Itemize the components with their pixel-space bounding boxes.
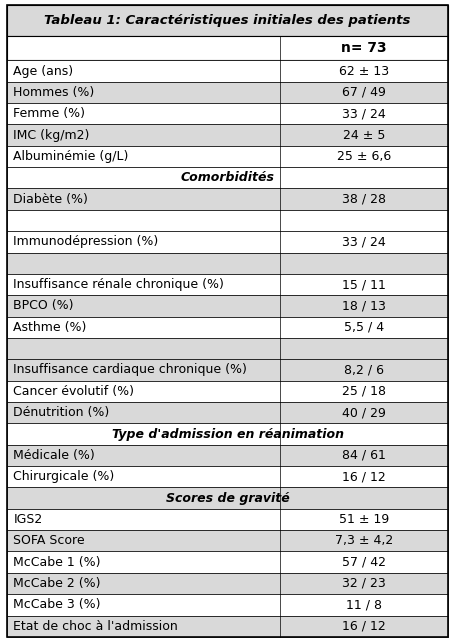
Bar: [7, 189, 448, 210]
Bar: [7, 60, 448, 82]
Bar: [7, 5, 448, 36]
Bar: [7, 82, 448, 103]
Text: 16 / 12: 16 / 12: [343, 470, 386, 483]
Text: McCabe 2 (%): McCabe 2 (%): [14, 577, 101, 590]
Text: Insuffisance cardiaque chronique (%): Insuffisance cardiaque chronique (%): [14, 363, 248, 376]
Bar: [7, 423, 448, 445]
Text: Médicale (%): Médicale (%): [14, 449, 95, 462]
Bar: [7, 274, 448, 295]
Text: 33 / 24: 33 / 24: [343, 107, 386, 120]
Bar: [7, 402, 448, 423]
Text: 24 ± 5: 24 ± 5: [343, 128, 385, 142]
Text: IMC (kg/m2): IMC (kg/m2): [14, 128, 90, 142]
Text: Comorbidités: Comorbidités: [181, 171, 274, 184]
Bar: [7, 616, 448, 637]
Text: Dénutrition (%): Dénutrition (%): [14, 406, 110, 419]
Text: 16 / 12: 16 / 12: [343, 620, 386, 632]
Text: SOFA Score: SOFA Score: [14, 534, 85, 547]
Text: 38 / 28: 38 / 28: [342, 193, 386, 205]
Text: n= 73: n= 73: [341, 41, 387, 55]
Text: Tableau 1: Caractéristiques initiales des patients: Tableau 1: Caractéristiques initiales de…: [44, 14, 411, 27]
Text: Chirurgicale (%): Chirurgicale (%): [14, 470, 115, 483]
Text: Hommes (%): Hommes (%): [14, 86, 95, 99]
Text: IGS2: IGS2: [14, 513, 43, 526]
Bar: [7, 466, 448, 487]
Bar: [7, 338, 448, 360]
Text: 7,3 ± 4,2: 7,3 ± 4,2: [335, 534, 394, 547]
Bar: [7, 594, 448, 616]
Text: Albuminémie (g/L): Albuminémie (g/L): [14, 150, 129, 163]
Text: McCabe 3 (%): McCabe 3 (%): [14, 598, 101, 611]
Bar: [7, 125, 448, 146]
Text: 62 ± 13: 62 ± 13: [339, 65, 389, 78]
Bar: [7, 530, 448, 551]
Text: BPCO (%): BPCO (%): [14, 299, 74, 313]
Bar: [7, 381, 448, 402]
Text: Insuffisance rénale chronique (%): Insuffisance rénale chronique (%): [14, 278, 224, 291]
Bar: [7, 508, 448, 530]
Text: Age (ans): Age (ans): [14, 65, 74, 78]
Text: 33 / 24: 33 / 24: [343, 236, 386, 248]
Text: 5,5 / 4: 5,5 / 4: [344, 321, 384, 334]
Bar: [7, 487, 448, 508]
Text: 25 ± 6,6: 25 ± 6,6: [337, 150, 391, 163]
Text: Asthme (%): Asthme (%): [14, 321, 87, 334]
Text: 15 / 11: 15 / 11: [342, 278, 386, 291]
Text: 57 / 42: 57 / 42: [342, 555, 386, 569]
Text: 25 / 18: 25 / 18: [342, 385, 386, 398]
Text: Femme (%): Femme (%): [14, 107, 86, 120]
Bar: [7, 36, 448, 60]
Bar: [7, 295, 448, 317]
Text: Immunodépression (%): Immunodépression (%): [14, 236, 159, 248]
Text: Cancer évolutif (%): Cancer évolutif (%): [14, 385, 135, 398]
Text: 67 / 49: 67 / 49: [342, 86, 386, 99]
Bar: [7, 360, 448, 381]
Text: Diabète (%): Diabète (%): [14, 193, 88, 205]
Text: 11 / 8: 11 / 8: [346, 598, 382, 611]
Bar: [7, 551, 448, 573]
Bar: [7, 210, 448, 231]
Bar: [7, 167, 448, 189]
Bar: [7, 573, 448, 594]
Text: 84 / 61: 84 / 61: [342, 449, 386, 462]
Text: 51 ± 19: 51 ± 19: [339, 513, 389, 526]
Text: 32 / 23: 32 / 23: [343, 577, 386, 590]
Text: 40 / 29: 40 / 29: [342, 406, 386, 419]
Bar: [7, 146, 448, 167]
Bar: [7, 445, 448, 466]
Bar: [7, 103, 448, 125]
Text: Type d'admission en réanimation: Type d'admission en réanimation: [111, 428, 344, 440]
Text: 8,2 / 6: 8,2 / 6: [344, 363, 384, 376]
Text: 18 / 13: 18 / 13: [342, 299, 386, 313]
Text: Etat de choc à l'admission: Etat de choc à l'admission: [14, 620, 178, 632]
Text: McCabe 1 (%): McCabe 1 (%): [14, 555, 101, 569]
Bar: [7, 317, 448, 338]
Text: Scores de gravité: Scores de gravité: [166, 492, 289, 505]
Bar: [7, 252, 448, 274]
Bar: [7, 231, 448, 252]
